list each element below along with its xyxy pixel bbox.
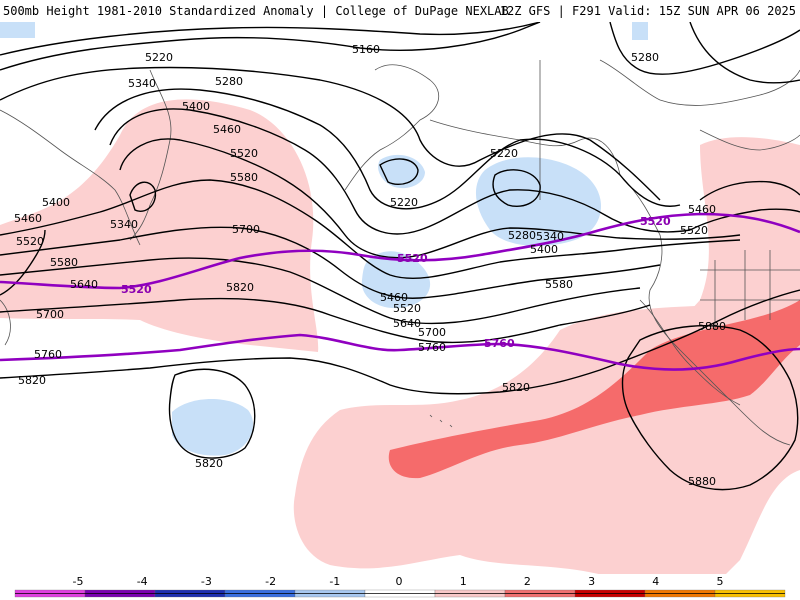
contour-label: 5520 bbox=[230, 147, 258, 160]
contour-label: 5280 bbox=[215, 75, 243, 88]
colorbar-tick-label: 3 bbox=[588, 575, 596, 588]
thickness-label: 5520 bbox=[640, 215, 671, 228]
contour-label: 5400 bbox=[182, 100, 210, 113]
contour-label: 5340 bbox=[128, 77, 156, 90]
coastlines bbox=[0, 59, 800, 446]
colorbar-tick-label: 4 bbox=[652, 575, 660, 588]
contour-labels: 5160 5220 5220 5220 5520 5280 5280 5280 … bbox=[14, 43, 726, 488]
colorbar-tick-label: -1 bbox=[329, 575, 341, 588]
contour-label: 5700 bbox=[418, 326, 446, 339]
contour-label: 5700 bbox=[36, 308, 64, 321]
strong-positive-anomaly-shading bbox=[388, 300, 800, 479]
contour-label: 5160 bbox=[352, 43, 380, 56]
contour-label: 5220 bbox=[390, 196, 418, 209]
contour-label: 5220 bbox=[145, 51, 173, 64]
thickness-contours bbox=[0, 212, 800, 371]
contour-label: 5640 bbox=[70, 278, 98, 291]
negative-anomaly-shading bbox=[0, 22, 648, 456]
contour-label: 5580 bbox=[545, 278, 573, 291]
contour-label: 5400 bbox=[530, 243, 558, 256]
contour-label: 5520 bbox=[393, 302, 421, 315]
anomaly-colorbar: -5 -4 -3 -2 -1 0 1 2 3 4 5 bbox=[0, 574, 800, 600]
contour-label: 5700 bbox=[232, 223, 260, 236]
contour-label: 5880 bbox=[688, 475, 716, 488]
thickness-label: 5520 bbox=[397, 252, 428, 265]
map-title: 500mb Height 1981-2010 Standardized Anom… bbox=[3, 4, 509, 18]
contour-label: 5580 bbox=[230, 171, 258, 184]
contour-label: 5880 bbox=[698, 320, 726, 333]
anomaly-map: 5160 5220 5220 5220 5520 5280 5280 5280 … bbox=[0, 22, 800, 580]
contour-label: 5460 bbox=[213, 123, 241, 136]
contour-label: 5280 bbox=[631, 51, 659, 64]
colorbar-tick-label: -5 bbox=[72, 575, 84, 588]
contour-label: 5280 bbox=[508, 229, 536, 242]
contour-label: 5460 bbox=[688, 203, 716, 216]
contour-label: 5400 bbox=[42, 196, 70, 209]
colorbar-strip bbox=[14, 589, 786, 598]
colorbar-tick-label: -2 bbox=[265, 575, 277, 588]
contour-label: 5640 bbox=[393, 317, 421, 330]
contour-label: 5520 bbox=[680, 224, 708, 237]
contour-label: 5760 bbox=[34, 348, 62, 361]
header: 500mb Height 1981-2010 Standardized Anom… bbox=[0, 0, 800, 22]
colorbar-tick-label: 0 bbox=[395, 575, 403, 588]
colorbar-tick-label: 2 bbox=[523, 575, 531, 588]
contour-label: 5460 bbox=[380, 291, 408, 304]
contour-label: 5820 bbox=[226, 281, 254, 294]
contour-label: 5820 bbox=[195, 457, 223, 470]
contour-label: 5520 bbox=[16, 235, 44, 248]
run-info: 12Z GFS | F291 Valid: 15Z SUN APR 06 202… bbox=[499, 4, 796, 18]
colorbar-tick-label: 1 bbox=[459, 575, 467, 588]
contour-label: 5820 bbox=[18, 374, 46, 387]
map-panel: 5160 5220 5220 5220 5520 5280 5280 5280 … bbox=[0, 22, 800, 580]
contour-label: 5820 bbox=[502, 381, 530, 394]
colorbar-tick-label: -3 bbox=[200, 575, 212, 588]
contour-label: 5760 bbox=[418, 341, 446, 354]
colorbar-tick-label: -4 bbox=[136, 575, 148, 588]
contour-label: 5580 bbox=[50, 256, 78, 269]
thickness-label: 5520 bbox=[121, 283, 152, 296]
colorbar-tick-label: 5 bbox=[716, 575, 724, 588]
contour-label: 5460 bbox=[14, 212, 42, 225]
height-contours bbox=[0, 22, 800, 491]
contour-label: 5340 bbox=[110, 218, 138, 231]
contour-label: 5220 bbox=[490, 147, 518, 160]
thickness-label: 5760 bbox=[484, 337, 515, 350]
contour-label: 5340 bbox=[536, 230, 564, 243]
